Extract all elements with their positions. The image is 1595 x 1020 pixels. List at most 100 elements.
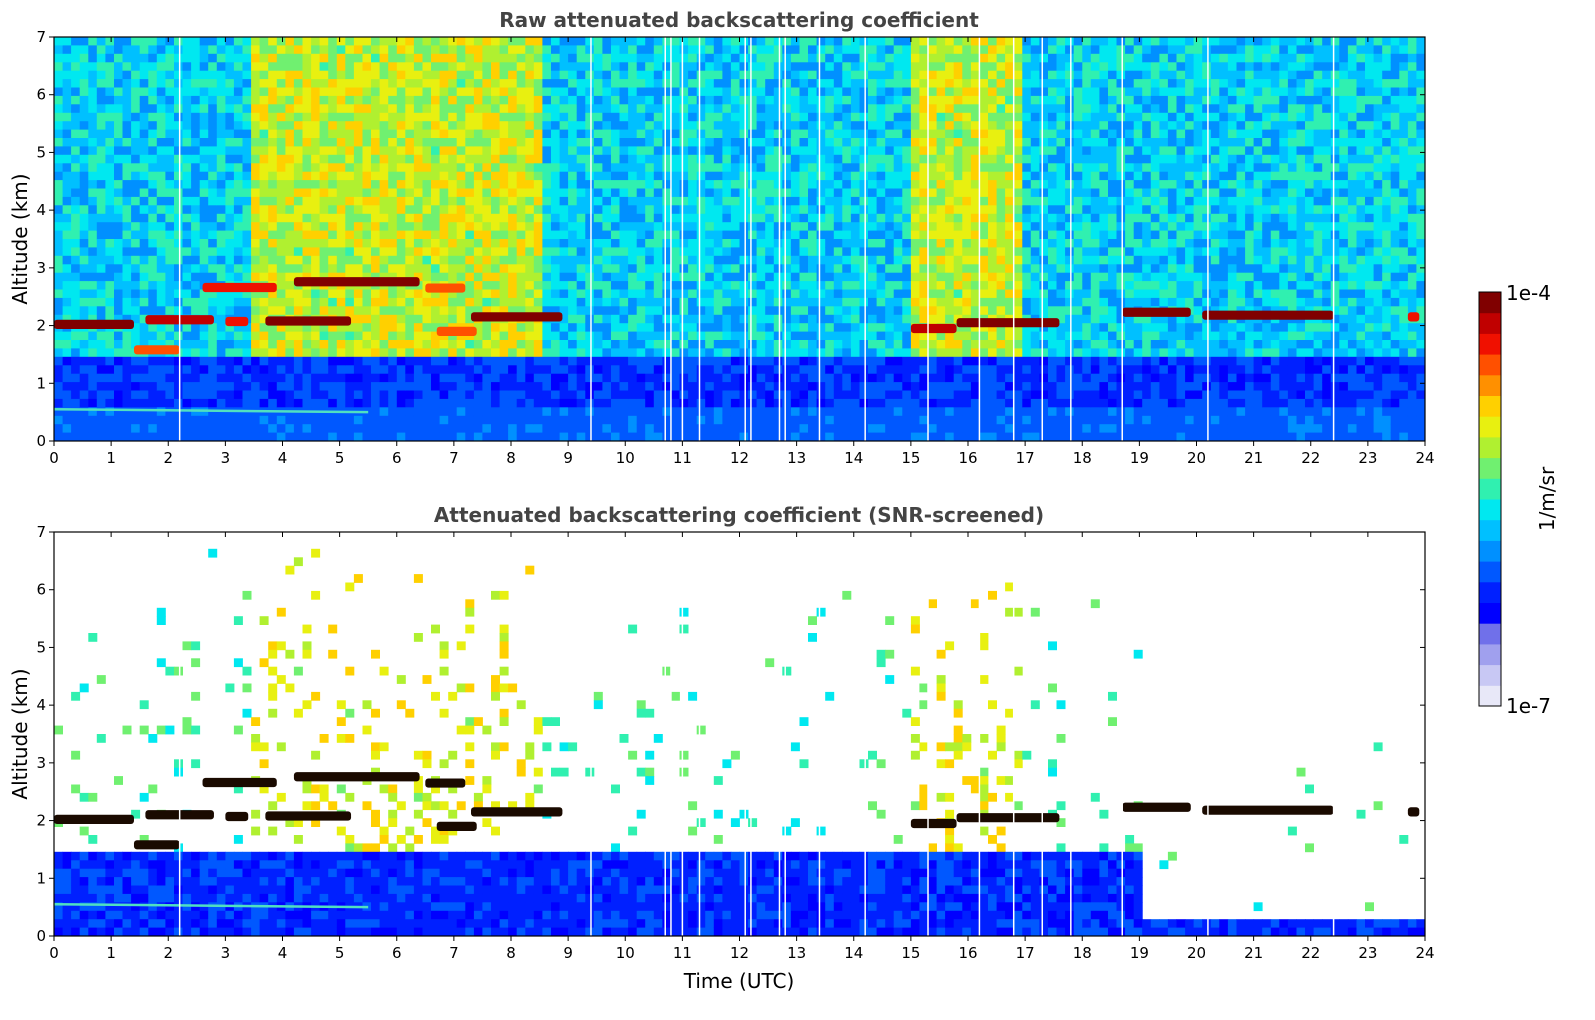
backscatter-cell: [259, 398, 269, 408]
backscatter-cell: [156, 331, 166, 341]
backscatter-cell: [508, 230, 518, 240]
backscatter-cell: [225, 247, 235, 257]
backscatter-cell: [473, 348, 483, 358]
backscatter-cell: [559, 222, 569, 231]
backscatter-cell: [114, 70, 123, 80]
backscatter-cell: [96, 163, 106, 173]
backscatter-cell: [568, 70, 578, 80]
backscatter-cell: [636, 323, 646, 332]
backscatter-cell: [285, 171, 295, 181]
backscatter-cell: [542, 37, 552, 46]
backscatter-cell: [105, 297, 115, 307]
backscatter-cell: [96, 70, 106, 80]
backscatter-cell: [311, 255, 321, 265]
backscatter-cell: [371, 180, 380, 189]
backscatter-cell: [628, 230, 638, 240]
backscatter-cell: [225, 272, 235, 282]
backscatter-cell: [362, 382, 372, 391]
backscatter-cell: [568, 37, 578, 46]
backscatter-cell: [225, 37, 235, 46]
backscatter-cell: [765, 171, 775, 181]
backscatter-cell: [816, 180, 826, 189]
backscatter-cell: [808, 129, 817, 139]
backscatter-cell: [191, 432, 201, 442]
backscatter-cell: [88, 104, 98, 114]
backscatter-cell: [148, 306, 158, 316]
backscatter-cell: [662, 154, 672, 164]
backscatter-cell: [585, 205, 595, 215]
backscatter-cell: [842, 281, 852, 290]
backscatter-cell: [816, 45, 826, 55]
backscatter-cell: [371, 104, 380, 114]
backscatter-cell: [808, 390, 817, 400]
backscatter-cell: [122, 289, 132, 299]
backscatter-cell: [902, 129, 912, 139]
backscatter-cell: [62, 121, 72, 130]
backscatter-cell: [790, 230, 800, 240]
backscatter-cell: [379, 222, 389, 231]
backscatter-cell: [482, 37, 492, 46]
backscatter-cell: [199, 70, 209, 80]
backscatter-cell: [945, 53, 955, 63]
backscatter-cell: [311, 424, 321, 433]
backscatter-cell: [319, 45, 329, 55]
backscatter-cell: [696, 356, 706, 366]
backscatter-cell: [293, 340, 303, 349]
backscatter-cell: [456, 95, 466, 105]
backscatter-cell: [893, 154, 903, 164]
backscatter-cell: [525, 154, 535, 164]
backscatter-cell: [311, 171, 321, 181]
backscatter-cell: [593, 297, 603, 307]
backscatter-cell: [156, 53, 166, 63]
backscatter-cell: [448, 171, 458, 181]
backscatter-cell: [919, 53, 929, 63]
backscatter-cell: [276, 171, 286, 181]
backscatter-cell: [276, 138, 286, 147]
backscatter-cell: [242, 255, 252, 265]
backscatter-cell: [619, 163, 629, 173]
backscatter-cell: [730, 390, 740, 400]
backscatter-cell: [62, 171, 72, 181]
backscatter-cell: [345, 129, 355, 139]
backscatter-cell: [619, 356, 629, 366]
backscatter-cell: [208, 154, 218, 164]
backscatter-cell: [259, 356, 269, 366]
backscatter-cell: [722, 407, 732, 417]
backscatter-cell: [174, 323, 183, 332]
backscatter-cell: [362, 323, 372, 332]
backscatter-cell: [653, 146, 663, 156]
backscatter-cell: [328, 205, 338, 215]
backscatter-cell: [311, 348, 321, 358]
backscatter-cell: [919, 356, 929, 366]
backscatter-cell: [439, 171, 449, 181]
backscatter-cell: [508, 205, 518, 215]
backscatter-cell: [139, 331, 149, 341]
backscatter-cell: [688, 348, 698, 358]
backscatter-cell: [645, 255, 655, 265]
backscatter-cell: [156, 373, 166, 383]
backscatter-cell: [533, 154, 543, 164]
backscatter-cell: [88, 230, 98, 240]
backscatter-cell: [696, 432, 706, 442]
backscatter-cell: [431, 314, 440, 324]
backscatter-cell: [619, 146, 629, 156]
backscatter-cell: [259, 53, 269, 63]
backscatter-cell: [722, 306, 732, 316]
backscatter-cell: [431, 213, 440, 223]
backscatter-cell: [199, 53, 209, 63]
backscatter-cell: [808, 87, 817, 97]
backscatter-cell: [371, 264, 380, 274]
backscatter-cell: [859, 331, 869, 341]
backscatter-cell: [251, 138, 261, 147]
backscatter-cell: [653, 415, 663, 425]
backscatter-cell: [465, 272, 475, 282]
backscatter-cell: [765, 154, 775, 164]
backscatter-cell: [533, 340, 543, 349]
backscatter-cell: [542, 62, 552, 72]
backscatter-cell: [96, 129, 106, 139]
backscatter-cell: [713, 356, 723, 366]
backscatter-cell: [833, 331, 843, 341]
backscatter-cell: [559, 348, 569, 358]
backscatter-cell: [551, 407, 560, 417]
backscatter-cell: [431, 79, 440, 88]
